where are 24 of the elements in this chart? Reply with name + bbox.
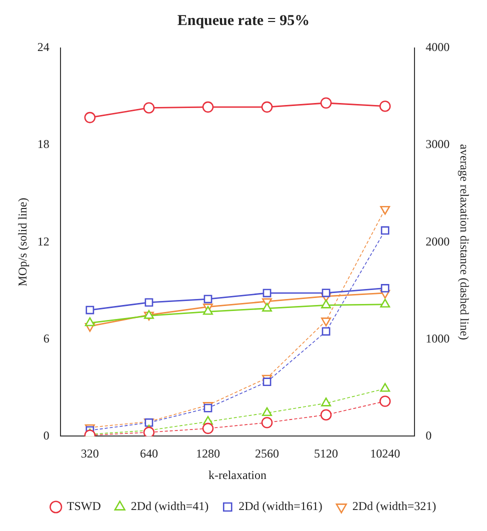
x-tick-label: 2560 <box>255 446 280 461</box>
x-tick-label: 1280 <box>196 446 220 461</box>
y-axis-title: MOp/s (solid line) <box>15 198 30 286</box>
y-tick-label: 0 <box>43 428 50 442</box>
x-tick-label: 640 <box>140 446 158 461</box>
legend-label: 2Dd (width=321) <box>352 499 436 514</box>
chart-title: Enqueue rate = 95% <box>177 12 310 29</box>
y2-tick-label: 1000 <box>426 331 450 346</box>
y2-tick-label: 3000 <box>426 137 450 152</box>
y-tick-label: 12 <box>37 234 50 248</box>
y2-tick-label: 0 <box>426 428 432 442</box>
y-tick-label: 6 <box>43 331 50 346</box>
y2-axis-title: average relaxation distance (dashed line) <box>458 144 472 340</box>
y2-tick-label: 4000 <box>426 40 450 54</box>
y-tick-label: 24 <box>37 40 50 54</box>
x-tick-label: 10240 <box>370 446 400 461</box>
x-tick-label: 5120 <box>314 446 338 461</box>
x-axis-title: k-relaxation <box>208 468 266 482</box>
x-tick-label: 320 <box>80 446 99 461</box>
y-tick-label: 18 <box>37 137 50 152</box>
legend-label: TSWD <box>66 499 102 514</box>
legend-label: 2Dd (width=161) <box>238 499 322 514</box>
y2-tick-label: 2000 <box>426 234 450 248</box>
legend-label: 2Dd (width=41) <box>130 499 209 514</box>
